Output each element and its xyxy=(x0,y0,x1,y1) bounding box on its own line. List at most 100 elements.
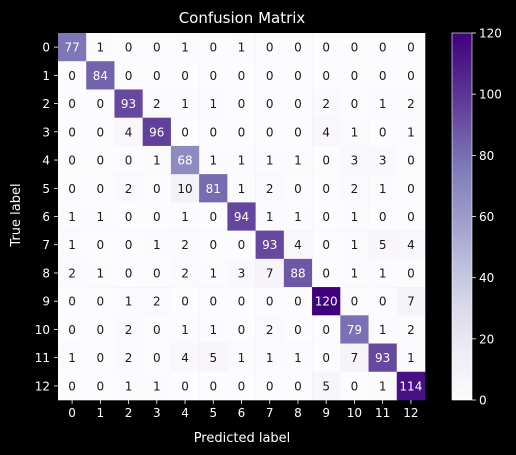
heatmap-cell xyxy=(396,315,426,344)
cell-value-label: 4 xyxy=(322,125,330,139)
cell-value-label: 1 xyxy=(125,295,133,309)
heatmap-cell xyxy=(312,61,341,90)
cell-value-label: 1 xyxy=(181,323,189,337)
x-tick-label: 7 xyxy=(266,406,274,420)
cell-value-label: 1 xyxy=(153,379,161,393)
cell-value-label: 0 xyxy=(68,379,76,393)
cell-value-label: 0 xyxy=(351,97,359,111)
heatmap-cell xyxy=(255,343,285,373)
colorbar-tick-label: 120 xyxy=(479,27,502,41)
cell-value-label: 1 xyxy=(97,41,105,55)
heatmap-cell xyxy=(340,117,369,147)
heatmap-cell xyxy=(283,343,313,373)
cell-value-label: 0 xyxy=(97,125,105,139)
y-tick-label: 5 xyxy=(42,182,50,196)
heatmap-cell xyxy=(58,33,87,62)
cell-value-label: 0 xyxy=(209,125,217,139)
x-axis-ticks: 0 1 2 3 4 5 6 7 8 9 10 11 12 xyxy=(68,400,419,420)
heatmap-cell xyxy=(170,258,200,288)
heatmap-cell xyxy=(86,174,115,203)
heatmap-cell xyxy=(227,315,256,344)
heatmap-cell xyxy=(227,230,256,260)
heatmap-cell xyxy=(227,202,256,231)
y-tick-label: 1 xyxy=(42,69,50,83)
cell-value-label: 0 xyxy=(209,210,217,224)
cell-value-label: 0 xyxy=(407,182,415,196)
cell-value-label: 1 xyxy=(351,210,359,224)
cell-value-label: 96 xyxy=(149,125,164,139)
colorbar-ticks: 0 20 40 60 80 100 120 xyxy=(472,27,502,408)
cell-value-label: 0 xyxy=(379,125,387,139)
cell-value-label: 88 xyxy=(290,266,305,280)
heatmap-cell xyxy=(58,117,87,147)
heatmap-cell xyxy=(368,89,398,118)
heatmap-cell xyxy=(170,315,200,344)
heatmap-cell xyxy=(283,371,313,401)
heatmap-cell xyxy=(312,117,341,147)
heatmap-cell xyxy=(86,61,115,90)
cell-value-label: 1 xyxy=(294,154,302,168)
heatmap-cell xyxy=(142,258,172,288)
cell-value-label: 0 xyxy=(97,238,105,252)
cell-value-label: 0 xyxy=(407,154,415,168)
y-tick-label: 6 xyxy=(42,210,50,224)
heatmap-cell xyxy=(199,258,228,288)
heatmap-cell xyxy=(86,287,115,316)
cell-value-label: 0 xyxy=(294,379,302,393)
heatmap-cell xyxy=(340,174,369,203)
x-tick-label: 2 xyxy=(125,406,133,420)
cell-value-label: 1 xyxy=(294,351,302,365)
cell-value-label: 7 xyxy=(407,295,415,309)
heatmap-cell xyxy=(340,315,369,344)
cell-value-label: 120 xyxy=(315,295,338,309)
heatmap-cell xyxy=(227,174,256,203)
cell-value-label: 0 xyxy=(97,379,105,393)
heatmap-cell xyxy=(368,287,398,316)
heatmap-cell xyxy=(142,230,172,260)
cell-value-label: 2 xyxy=(407,323,415,337)
cell-value-label: 2 xyxy=(407,97,415,111)
heatmap-cell xyxy=(340,258,369,288)
cell-value-label: 0 xyxy=(209,69,217,83)
heatmap-cell xyxy=(58,287,87,316)
heatmap-cell xyxy=(86,230,115,260)
cell-value-label: 0 xyxy=(97,323,105,337)
cell-value-label: 4 xyxy=(181,351,189,365)
cell-value-label: 1 xyxy=(351,125,359,139)
heatmap-cell xyxy=(170,145,200,175)
heatmap-cell xyxy=(199,61,228,90)
heatmap-cell xyxy=(227,371,256,401)
cell-value-label: 1 xyxy=(266,351,274,365)
cell-value-label: 5 xyxy=(209,351,217,365)
cell-value-label: 0 xyxy=(322,69,330,83)
heatmap-cell xyxy=(142,61,172,90)
heatmap-cells xyxy=(58,33,426,401)
cell-value-label: 0 xyxy=(294,323,302,337)
cell-value-label: 0 xyxy=(97,154,105,168)
heatmap-cell xyxy=(396,33,426,62)
y-tick-label: 12 xyxy=(35,379,50,393)
cell-value-label: 1 xyxy=(181,97,189,111)
heatmap-cell xyxy=(255,202,285,231)
heatmap-cell xyxy=(227,61,256,90)
heatmap-cell xyxy=(340,33,369,62)
heatmap-cell xyxy=(368,258,398,288)
cell-value-label: 0 xyxy=(351,379,359,393)
cell-value-label: 1 xyxy=(266,154,274,168)
cell-value-label: 1 xyxy=(351,238,359,252)
cell-value-label: 0 xyxy=(125,154,133,168)
cell-value-label: 0 xyxy=(379,41,387,55)
heatmap-cell xyxy=(199,117,228,147)
cell-value-label: 0 xyxy=(153,323,161,337)
y-tick-label: 9 xyxy=(42,295,50,309)
colorbar-tick-label: 60 xyxy=(479,210,494,224)
cell-value-label: 0 xyxy=(351,69,359,83)
x-tick-label: 8 xyxy=(294,406,302,420)
cell-value-label: 0 xyxy=(181,125,189,139)
heatmap-cell xyxy=(255,61,285,90)
heatmap-cell xyxy=(199,202,228,231)
heatmap-cell xyxy=(86,258,115,288)
heatmap-cell xyxy=(114,202,143,231)
cell-value-label: 0 xyxy=(209,41,217,55)
